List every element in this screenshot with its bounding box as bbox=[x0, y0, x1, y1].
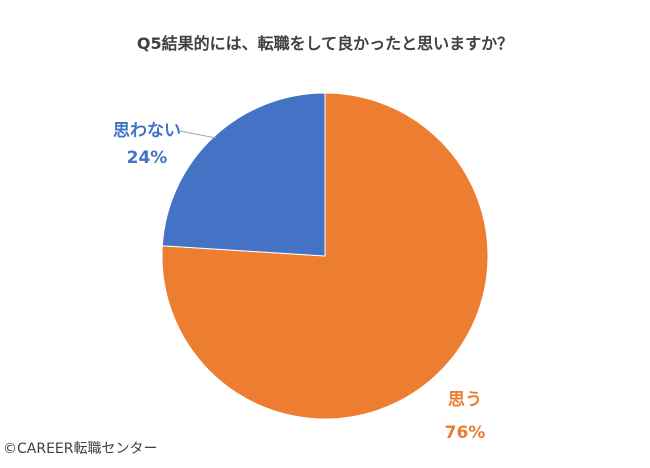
slice-value-omowanai: 24% bbox=[127, 148, 168, 168]
slice-label-omou: 思う bbox=[448, 390, 482, 410]
chart-title: Q5結果的には、転職をして良かったと思いますか？ bbox=[136, 34, 514, 53]
pie-slice-omou bbox=[161, 92, 489, 420]
slice-value-omou: 76% bbox=[445, 423, 486, 443]
slice-label-omowanai: 思わない bbox=[113, 121, 181, 141]
pie-slice-omowanai bbox=[161, 92, 326, 257]
copyright-text: ©CAREER転職センター bbox=[3, 441, 158, 457]
leader-line bbox=[179, 130, 217, 139]
